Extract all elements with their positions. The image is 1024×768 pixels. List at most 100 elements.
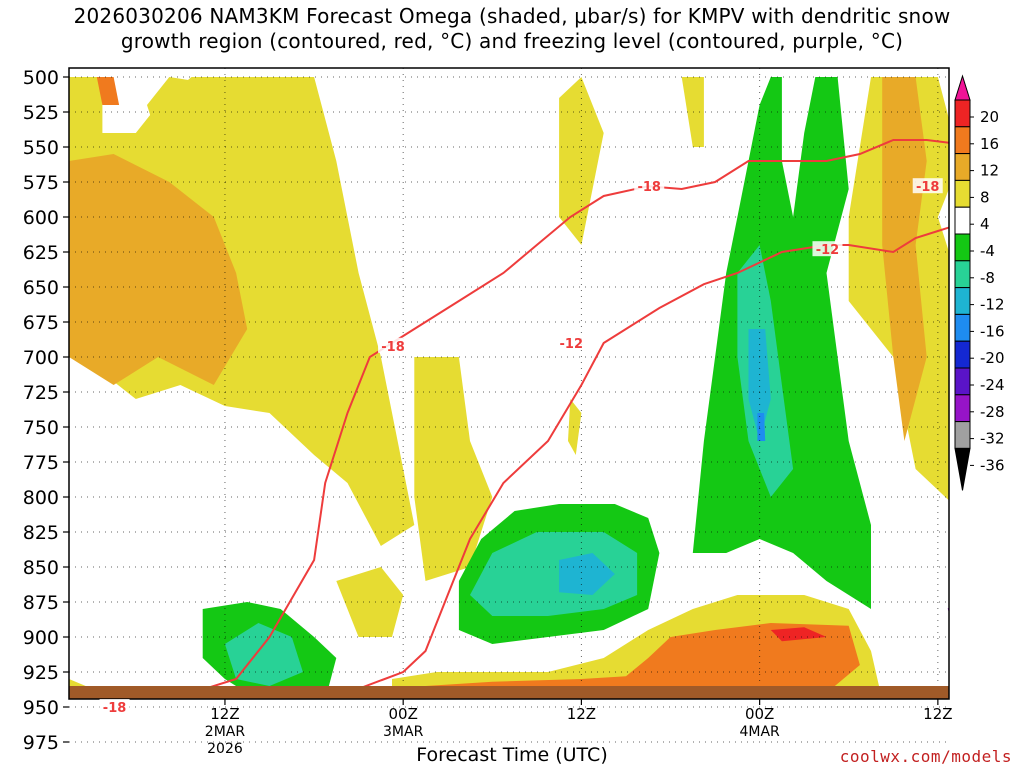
contour-label: -18 (637, 180, 661, 195)
x-axis-title: Forecast Time (UTC) (416, 744, 608, 766)
omega-region-12 (681, 77, 704, 147)
colorbar-label: 8 (980, 188, 990, 206)
y-tick-label: 950 (23, 697, 59, 719)
omega-region-5 (559, 77, 604, 245)
contour-label-bg (812, 241, 843, 257)
y-tick-label: 775 (23, 452, 59, 474)
colorbar-segment (954, 287, 971, 315)
x-tick-label: 12Z (567, 705, 596, 723)
contour-label-bg (99, 699, 130, 714)
x-tick-label: 12Z (923, 705, 952, 723)
colorbar-label: 16 (980, 135, 999, 153)
colorbar-segment (954, 99, 971, 128)
y-axis: 500 525 550 575 600 625 650 675 700 725 750 775 800 8… (23, 67, 69, 754)
contour-label-bg (912, 178, 943, 194)
contour-dgz-minus18 (169, 139, 949, 699)
y-tick-label: 650 (23, 277, 59, 299)
omega-region-21 (470, 532, 638, 616)
y-tick-label: 875 (23, 592, 59, 614)
contour-label: -18 (381, 340, 405, 355)
contour-label: -18 (916, 180, 940, 195)
omega-region-16 (770, 627, 827, 642)
ground-strip (69, 686, 949, 699)
omega-region-1 (147, 77, 225, 161)
y-tick-label: 500 (23, 67, 59, 89)
colorbar-label: -4 (980, 242, 995, 260)
contours (169, 139, 949, 699)
omega-region-14 (882, 77, 927, 441)
contour-labels: -18 -18 -18 -18 -12 -12 (99, 178, 943, 716)
colorbar-label: -32 (980, 430, 1005, 448)
x-tick-label: 00Z (388, 705, 417, 723)
colorbar-segment (954, 126, 971, 155)
contour-label: -18 (103, 701, 127, 716)
y-tick-label: 925 (23, 662, 59, 684)
chart-title-line2: growth region (contoured, red, °C) and f… (120, 29, 904, 53)
colorbar-segment (954, 179, 971, 208)
y-tick-label: 725 (23, 382, 59, 404)
colorbar-segment (954, 394, 971, 423)
omega-region-22 (224, 623, 303, 686)
omega-region-4 (414, 357, 493, 581)
y-tick-label: 750 (23, 417, 59, 439)
plot-frame (68, 67, 950, 700)
contour-label-bg (634, 178, 665, 194)
y-tick-label: 900 (23, 627, 59, 649)
colorbar-segment (954, 421, 971, 449)
colorbar-label: -12 (980, 296, 1005, 314)
colorbar-label: -8 (980, 269, 995, 287)
credit-text: coolwx.com/models (839, 747, 1012, 766)
colorbar-label: 4 (980, 215, 990, 233)
omega-region-26 (757, 413, 766, 441)
omega-region-20 (692, 77, 871, 609)
y-tick-label: 975 (23, 732, 59, 754)
x-tick-label: 12Z (210, 705, 239, 723)
contour-label: -12 (816, 243, 840, 258)
y-tick-label: 600 (23, 207, 59, 229)
colorbar-segment (954, 340, 971, 369)
contour-dgz-minus12 (338, 226, 949, 699)
y-tick-label: 575 (23, 172, 59, 194)
omega-region-11 (982, 581, 1024, 693)
contour-label-bg (556, 335, 587, 350)
chart-title-line1: 2026030206 NAM3KM Forecast Omega (shaded… (73, 4, 951, 28)
x-tick-label: 4MAR (739, 724, 780, 740)
x-tick-label: 2MAR (205, 724, 246, 740)
contour-label-bg (378, 337, 409, 353)
colorbar-segment (954, 313, 971, 342)
omega-region-2 (69, 154, 248, 385)
y-tick-label: 625 (23, 242, 59, 264)
omega-region-15 (598, 698, 605, 699)
y-tick-label: 825 (23, 522, 59, 544)
colorbar-segment (954, 367, 971, 396)
x-tick-label: 2026 (207, 741, 243, 757)
colorbar-label: -28 (980, 403, 1005, 421)
colorbar-segment (954, 260, 971, 289)
y-tick-label: 525 (23, 102, 59, 124)
omega-region-13 (425, 623, 860, 699)
colorbar-segment (954, 153, 971, 181)
contour-freezing-level-b (947, 607, 949, 614)
colorbar-label: -36 (980, 456, 1005, 474)
y-tick-label: 850 (23, 557, 59, 579)
x-tick-label: 3MAR (383, 724, 424, 740)
colorbar-top-arrow (954, 74, 971, 101)
colorbar-label: 12 (980, 162, 999, 180)
y-tick-label: 700 (23, 347, 59, 369)
y-tick-label: 550 (23, 137, 59, 159)
colorbar-bottom-arrow (954, 447, 971, 491)
colorbar: 20 16 12 8 4 -4 -8 -12 -16 -20 -24 -28 -32 -36 (954, 74, 1005, 491)
omega-region-6 (568, 399, 582, 455)
chart-title: 2026030206 NAM3KM Forecast Omega (shaded… (0, 4, 1024, 54)
colorbar-segment (954, 206, 971, 235)
colorbar-label: -20 (980, 349, 1005, 367)
x-tick-label: 00Z (745, 705, 774, 723)
omega-region-24 (559, 553, 615, 595)
colorbar-label: 20 (980, 108, 999, 126)
colorbar-segment (954, 233, 971, 262)
contour-label: -12 (560, 337, 584, 352)
y-tick-label: 800 (23, 487, 59, 509)
omega-region-3 (96, 77, 120, 105)
